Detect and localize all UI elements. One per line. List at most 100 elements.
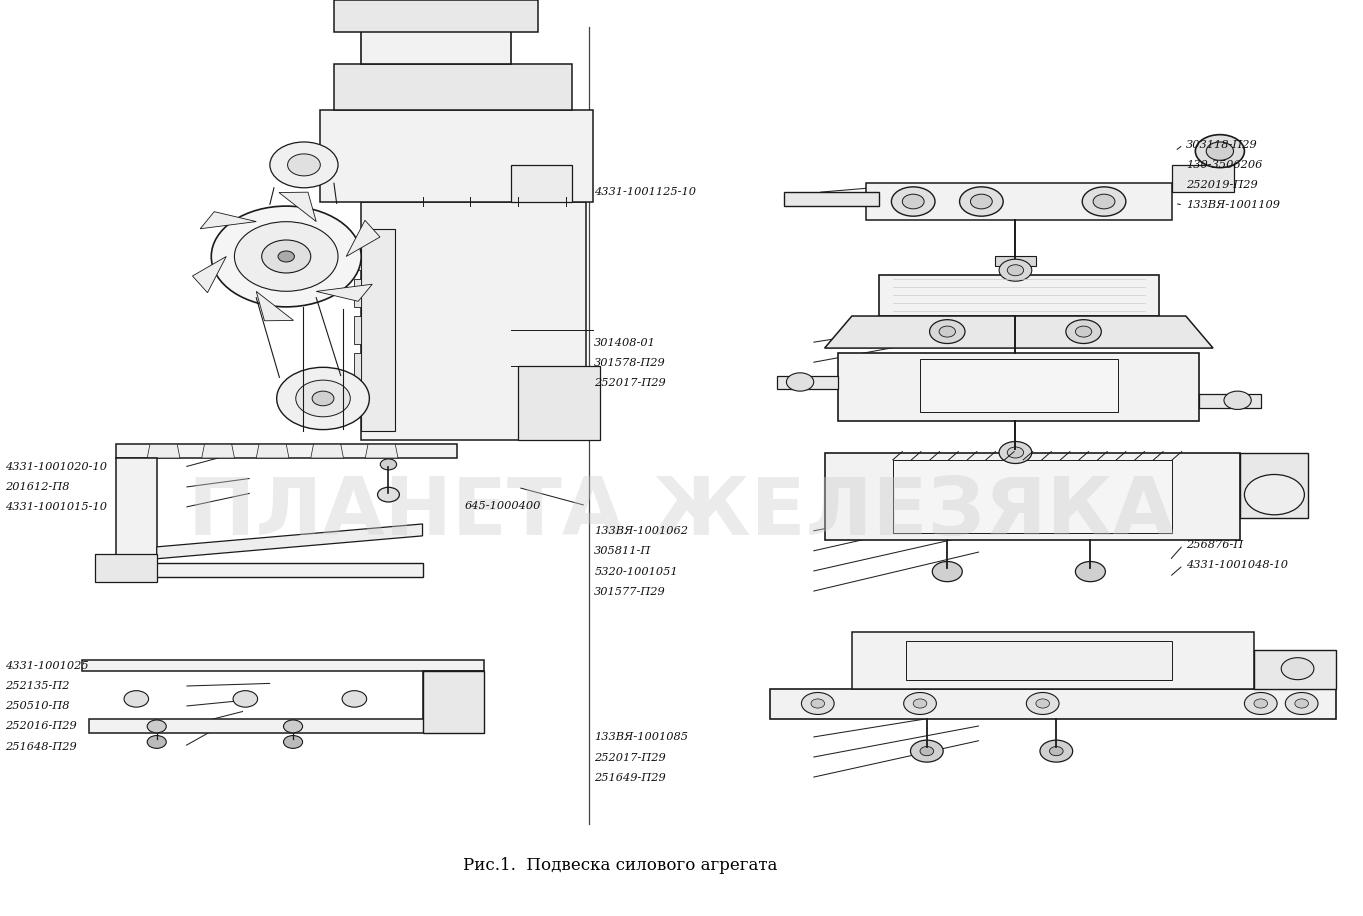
Polygon shape bbox=[906, 641, 1172, 680]
Text: 4331-1001025: 4331-1001025 bbox=[5, 661, 89, 671]
Text: 251649-П29: 251649-П29 bbox=[594, 773, 667, 782]
Text: 301408-01: 301408-01 bbox=[594, 338, 656, 347]
Polygon shape bbox=[995, 256, 1036, 266]
Circle shape bbox=[380, 459, 397, 470]
Text: 133ВЯ-1001085: 133ВЯ-1001085 bbox=[594, 733, 688, 742]
Circle shape bbox=[234, 222, 338, 291]
Circle shape bbox=[1007, 265, 1024, 276]
Circle shape bbox=[147, 720, 166, 733]
Polygon shape bbox=[116, 444, 457, 458]
Text: 256876-П: 256876-П bbox=[1186, 540, 1243, 550]
Circle shape bbox=[278, 251, 294, 262]
Circle shape bbox=[342, 691, 367, 707]
Text: 252016-П29: 252016-П29 bbox=[5, 722, 78, 731]
Text: ПЛАНЕТА ЖЕЛЕЗЯКА: ПЛАНЕТА ЖЕЛЕЗЯКА bbox=[188, 474, 1175, 552]
Polygon shape bbox=[279, 192, 316, 222]
Circle shape bbox=[1007, 447, 1024, 458]
Circle shape bbox=[811, 699, 825, 708]
Circle shape bbox=[312, 391, 334, 406]
Polygon shape bbox=[511, 165, 572, 202]
Circle shape bbox=[910, 740, 943, 762]
Polygon shape bbox=[770, 689, 1336, 719]
Polygon shape bbox=[192, 256, 226, 293]
Text: 4331-1001020-10: 4331-1001020-10 bbox=[5, 463, 108, 472]
Circle shape bbox=[1295, 699, 1308, 708]
Polygon shape bbox=[1172, 165, 1234, 192]
Circle shape bbox=[1093, 194, 1115, 209]
Text: 133ВЯ-1001109: 133ВЯ-1001109 bbox=[1186, 201, 1280, 210]
Polygon shape bbox=[354, 279, 361, 307]
Text: 4331-1001015-10: 4331-1001015-10 bbox=[5, 503, 108, 512]
Circle shape bbox=[1066, 320, 1101, 344]
Polygon shape bbox=[518, 366, 600, 440]
Circle shape bbox=[970, 194, 992, 209]
Polygon shape bbox=[116, 458, 157, 568]
Circle shape bbox=[930, 320, 965, 344]
Polygon shape bbox=[361, 229, 395, 431]
Polygon shape bbox=[202, 444, 234, 458]
Text: 251648-П29: 251648-П29 bbox=[5, 742, 78, 751]
Circle shape bbox=[1285, 692, 1318, 714]
Polygon shape bbox=[256, 444, 289, 458]
Circle shape bbox=[913, 699, 927, 708]
Circle shape bbox=[1281, 658, 1314, 680]
Text: 201612-П8: 201612-П8 bbox=[5, 483, 70, 492]
Polygon shape bbox=[354, 353, 361, 380]
Circle shape bbox=[1036, 699, 1050, 708]
Circle shape bbox=[801, 692, 834, 714]
Circle shape bbox=[904, 692, 936, 714]
Polygon shape bbox=[354, 389, 361, 417]
Polygon shape bbox=[920, 359, 1118, 412]
Circle shape bbox=[284, 720, 303, 733]
Circle shape bbox=[378, 487, 399, 502]
Polygon shape bbox=[316, 284, 372, 301]
Circle shape bbox=[1244, 692, 1277, 714]
Polygon shape bbox=[354, 243, 361, 270]
Polygon shape bbox=[311, 444, 343, 458]
Circle shape bbox=[211, 206, 361, 307]
Circle shape bbox=[960, 187, 1003, 216]
Polygon shape bbox=[361, 202, 586, 440]
Polygon shape bbox=[354, 316, 361, 344]
Circle shape bbox=[233, 691, 258, 707]
Text: 130-3506206: 130-3506206 bbox=[1186, 160, 1262, 169]
Circle shape bbox=[920, 747, 934, 756]
Text: 305811-П: 305811-П bbox=[594, 547, 652, 556]
Circle shape bbox=[1195, 135, 1244, 168]
Text: 252019-П29: 252019-П29 bbox=[1186, 180, 1258, 190]
Circle shape bbox=[1040, 740, 1073, 762]
Polygon shape bbox=[838, 353, 1199, 421]
Polygon shape bbox=[361, 18, 511, 64]
Polygon shape bbox=[852, 632, 1254, 689]
Polygon shape bbox=[1240, 453, 1308, 518]
Polygon shape bbox=[116, 563, 423, 577]
Text: 301577-П29: 301577-П29 bbox=[594, 587, 667, 596]
Circle shape bbox=[262, 240, 311, 273]
Polygon shape bbox=[89, 671, 484, 733]
Polygon shape bbox=[334, 64, 572, 110]
Text: 4331-1001048-10: 4331-1001048-10 bbox=[1186, 561, 1288, 570]
Polygon shape bbox=[1254, 650, 1336, 689]
Text: Рис.1.  Подвеска силового агрегата: Рис.1. Подвеска силового агрегата bbox=[463, 857, 778, 874]
Text: 5320-1001051: 5320-1001051 bbox=[594, 567, 677, 576]
Circle shape bbox=[1254, 699, 1268, 708]
Text: 645-1000400: 645-1000400 bbox=[465, 501, 541, 510]
Circle shape bbox=[999, 259, 1032, 281]
Polygon shape bbox=[147, 444, 180, 458]
Text: 252017-П29: 252017-П29 bbox=[594, 753, 667, 762]
Polygon shape bbox=[95, 554, 157, 582]
Circle shape bbox=[939, 326, 955, 337]
Polygon shape bbox=[82, 660, 484, 671]
Circle shape bbox=[1224, 391, 1251, 409]
Circle shape bbox=[270, 142, 338, 188]
Circle shape bbox=[1082, 187, 1126, 216]
Text: 250510-П8: 250510-П8 bbox=[5, 702, 70, 711]
Text: 301578-П29: 301578-П29 bbox=[594, 358, 667, 367]
Text: 4331-1001125-10: 4331-1001125-10 bbox=[594, 188, 696, 197]
Polygon shape bbox=[423, 671, 484, 733]
Circle shape bbox=[891, 187, 935, 216]
Circle shape bbox=[124, 691, 149, 707]
Circle shape bbox=[1075, 562, 1105, 582]
Polygon shape bbox=[893, 460, 1172, 533]
Polygon shape bbox=[777, 376, 838, 389]
